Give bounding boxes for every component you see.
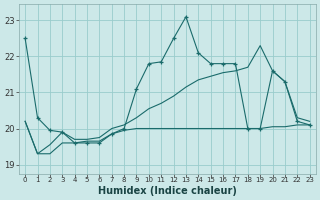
X-axis label: Humidex (Indice chaleur): Humidex (Indice chaleur) [98,186,237,196]
